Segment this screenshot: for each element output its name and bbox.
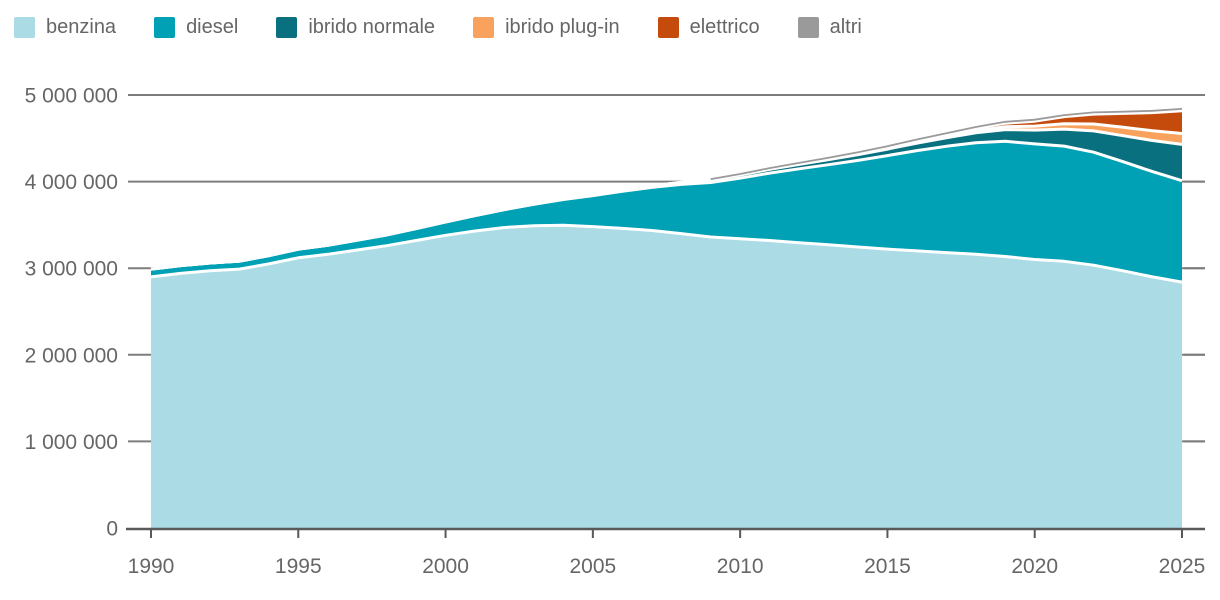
legend-label: diesel <box>186 16 239 38</box>
separator-benzina <box>150 223 1183 284</box>
legend-item: ibrido normale <box>276 16 435 39</box>
legend-label: ibrido normale <box>308 16 436 38</box>
areas <box>151 108 1182 529</box>
x-tick-label: 1990 <box>128 555 175 578</box>
separator-lines <box>150 108 1183 284</box>
legend-swatch <box>657 17 679 38</box>
separator-elettrico <box>150 109 1183 271</box>
legend-item: ibrido plug-in <box>473 16 620 39</box>
y-axis-labels: 0 1 000 000 2 000 000 3 000 000 4 000 000 5 0… <box>25 85 118 541</box>
y-tick-label: 4 000 000 <box>25 171 118 194</box>
x-tick-label: 2020 <box>1011 555 1058 578</box>
x-axis-labels: 1990 1995 2000 2005 2010 2015 2020 2025 <box>128 555 1206 578</box>
legend-swatch <box>797 17 819 38</box>
legend-label: ibrido plug-in <box>505 16 620 38</box>
x-tick-label: 2005 <box>569 555 616 578</box>
legend-swatch <box>154 17 176 38</box>
legend-swatch <box>276 17 298 38</box>
legend-label: benzina <box>46 16 117 38</box>
x-tick-label: 1995 <box>275 555 322 578</box>
legend-item: benzina <box>14 16 116 39</box>
area-diesel <box>151 141 1182 283</box>
y-tick-label: 0 <box>106 518 118 541</box>
y-tick-label: 5 000 000 <box>25 85 118 108</box>
x-tick-label: 2000 <box>422 555 469 578</box>
x-tick-label: 2025 <box>1159 555 1206 578</box>
x-tick-label: 2010 <box>717 555 764 578</box>
legend-swatch <box>473 17 495 38</box>
legend: benzina diesel ibrido normale ibrido plu… <box>14 16 862 39</box>
total-top-line <box>710 108 1183 180</box>
y-tick-label: 2 000 000 <box>25 344 118 367</box>
y-tick-label: 3 000 000 <box>25 258 118 281</box>
legend-item: altri <box>797 16 862 39</box>
legend-swatch <box>14 17 35 38</box>
area-benzina <box>151 225 1182 529</box>
legend-label: altri <box>829 16 862 38</box>
area-ibrido-normale <box>151 129 1182 270</box>
axis <box>126 180 1205 538</box>
legend-item: elettrico <box>657 16 760 39</box>
y-tick-label: 1 000 000 <box>25 431 118 454</box>
legend-item: diesel <box>154 16 238 39</box>
legend-label: elettrico <box>689 16 760 38</box>
x-tick-label: 2015 <box>864 555 911 578</box>
